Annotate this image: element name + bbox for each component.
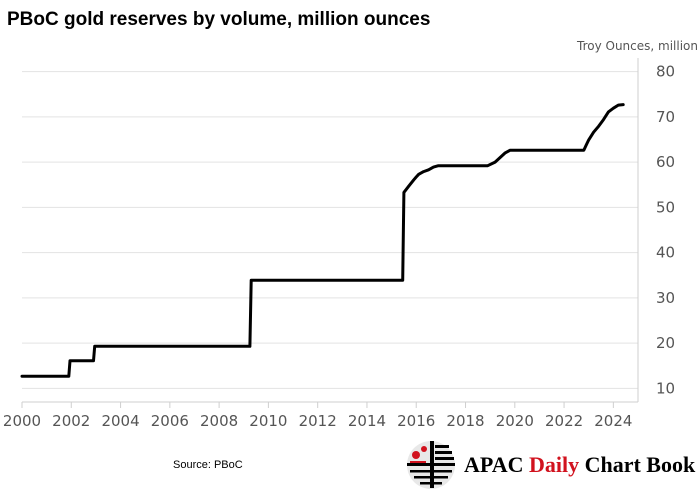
brand-footer: APAC Daily Chart Book <box>404 437 698 492</box>
x-tick-label: 2022 <box>545 412 583 430</box>
brand-name-part3: Chart Book <box>579 452 696 477</box>
y-tick-label: 20 <box>656 334 675 352</box>
y-tick-label: 50 <box>656 198 675 216</box>
x-axis: 2000 2002 2004 2006 2008 2010 2012 2014 2016 2018… <box>3 401 638 430</box>
y-axis: 10 20 30 40 50 60 70 80 <box>637 58 675 402</box>
x-tick-label: 2002 <box>52 412 90 430</box>
series-layer <box>20 103 625 378</box>
y-tick-label: 80 <box>656 63 675 81</box>
x-tick-label: 2016 <box>397 412 435 430</box>
gridlines <box>22 71 638 389</box>
x-tick-label: 2018 <box>446 412 484 430</box>
y-tick-label: 10 <box>656 379 675 397</box>
brand-name-part1: APAC <box>464 452 529 477</box>
x-tick-label: 2010 <box>249 412 287 430</box>
chart-area: 2000 2002 2004 2006 2008 2010 2012 2014 2016 2018… <box>3 39 698 430</box>
series-line-gold-reserves <box>20 103 625 378</box>
y-tick-label: 60 <box>656 153 675 171</box>
x-tick-label: 2000 <box>3 412 41 430</box>
brand-name-daily: Daily <box>528 452 580 477</box>
brand-name: APAC Daily Chart Book <box>464 452 695 478</box>
x-tick-label: 2024 <box>594 412 632 430</box>
source-note: Source: PBoC <box>173 459 243 471</box>
x-tick-label: 2020 <box>496 412 534 430</box>
x-tick-label: 2006 <box>151 412 189 430</box>
x-tick-label: 2008 <box>200 412 238 430</box>
y-tick-label: 30 <box>656 289 675 307</box>
chart-title: PBoC gold reserves by volume, million ou… <box>7 9 431 30</box>
y-tick-label: 40 <box>656 244 675 262</box>
x-tick-label: 2004 <box>101 412 139 430</box>
y-tick-label: 70 <box>656 108 675 126</box>
apac-logo-icon <box>407 441 455 489</box>
x-tick-label: 2014 <box>348 412 386 430</box>
x-tick-label: 2012 <box>299 412 337 430</box>
y-axis-unit-label: Troy Ounces, million <box>576 39 698 53</box>
